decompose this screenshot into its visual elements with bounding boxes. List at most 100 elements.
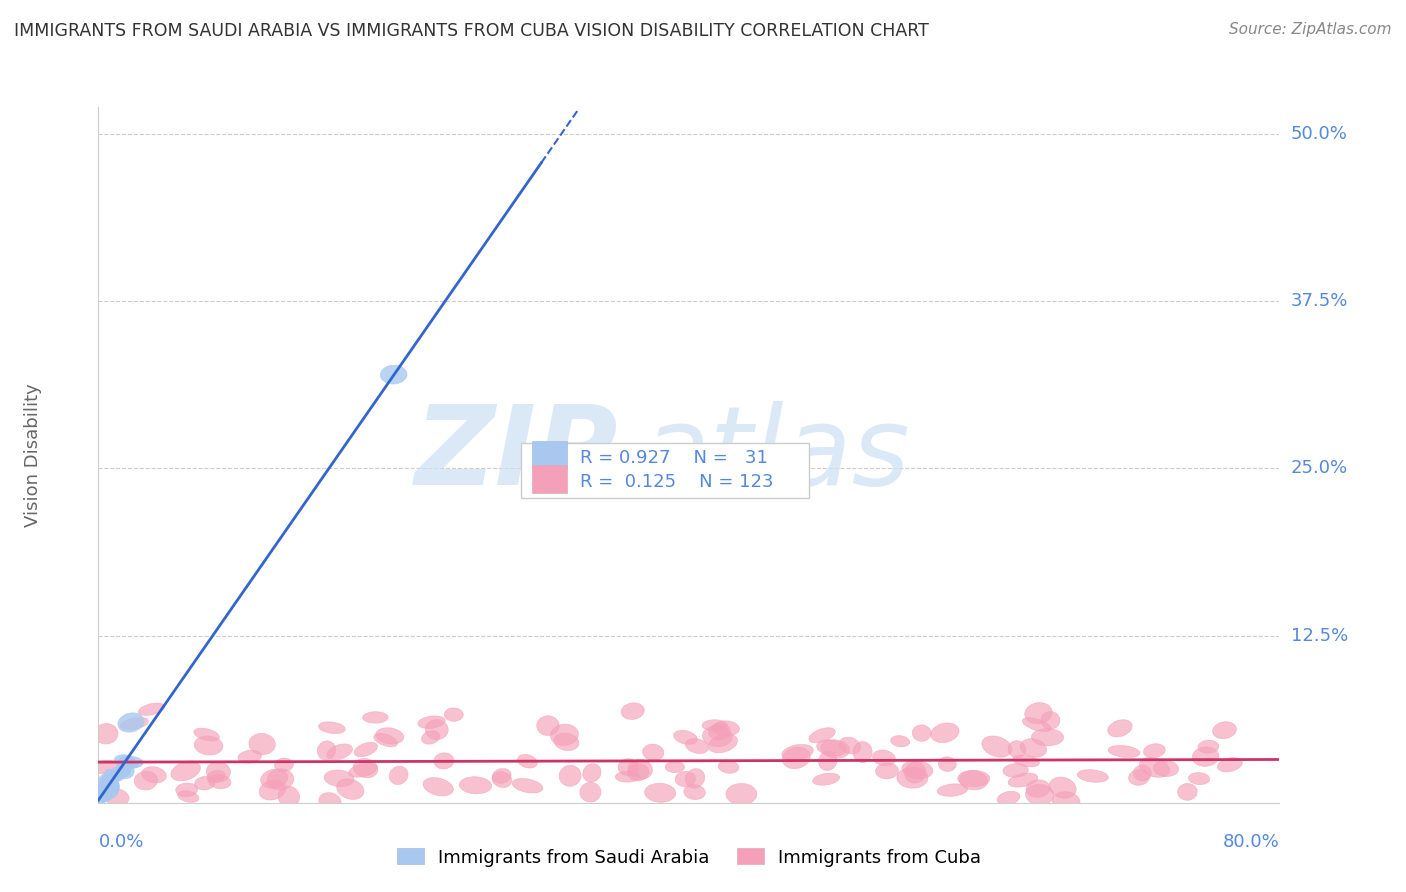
Ellipse shape: [537, 715, 560, 736]
Ellipse shape: [104, 779, 120, 792]
Ellipse shape: [319, 722, 346, 733]
Ellipse shape: [931, 723, 959, 743]
Ellipse shape: [326, 744, 353, 760]
Ellipse shape: [176, 783, 198, 797]
Ellipse shape: [619, 759, 638, 775]
Text: R =  0.125    N = 123: R = 0.125 N = 123: [581, 473, 773, 491]
Ellipse shape: [1025, 703, 1052, 723]
Ellipse shape: [278, 786, 299, 807]
Ellipse shape: [1218, 757, 1243, 772]
Ellipse shape: [89, 794, 111, 804]
Ellipse shape: [813, 773, 839, 785]
Ellipse shape: [1139, 757, 1170, 777]
Ellipse shape: [100, 785, 114, 797]
Ellipse shape: [1049, 777, 1076, 798]
Ellipse shape: [817, 739, 846, 756]
Ellipse shape: [108, 772, 121, 782]
Ellipse shape: [375, 728, 404, 744]
Ellipse shape: [1032, 729, 1063, 746]
Ellipse shape: [1002, 764, 1028, 777]
Ellipse shape: [274, 758, 294, 772]
Ellipse shape: [725, 783, 756, 805]
Ellipse shape: [117, 765, 131, 777]
Text: atlas: atlas: [641, 401, 910, 508]
Ellipse shape: [121, 756, 143, 768]
Ellipse shape: [98, 783, 120, 793]
Ellipse shape: [96, 785, 108, 797]
Ellipse shape: [665, 762, 685, 772]
Ellipse shape: [517, 755, 537, 768]
Ellipse shape: [1188, 772, 1209, 785]
Ellipse shape: [118, 713, 143, 732]
Ellipse shape: [703, 726, 733, 747]
Ellipse shape: [643, 744, 664, 761]
Ellipse shape: [782, 747, 810, 769]
Ellipse shape: [319, 793, 342, 810]
Ellipse shape: [1008, 740, 1026, 758]
Ellipse shape: [897, 767, 928, 789]
Ellipse shape: [683, 785, 706, 799]
Ellipse shape: [238, 750, 262, 763]
Ellipse shape: [117, 763, 134, 779]
Ellipse shape: [101, 776, 114, 789]
Ellipse shape: [890, 736, 910, 747]
Ellipse shape: [981, 736, 1012, 757]
Ellipse shape: [114, 755, 135, 766]
Ellipse shape: [425, 720, 449, 739]
Ellipse shape: [912, 725, 931, 741]
Ellipse shape: [582, 764, 602, 782]
Ellipse shape: [644, 783, 676, 802]
Ellipse shape: [100, 775, 114, 784]
Ellipse shape: [90, 788, 110, 799]
Ellipse shape: [336, 779, 364, 799]
Ellipse shape: [389, 766, 408, 785]
Ellipse shape: [98, 774, 118, 789]
Ellipse shape: [959, 771, 987, 790]
Ellipse shape: [718, 760, 740, 773]
Ellipse shape: [194, 728, 219, 741]
Ellipse shape: [904, 762, 925, 783]
Ellipse shape: [91, 785, 114, 800]
Ellipse shape: [98, 783, 112, 795]
Ellipse shape: [94, 792, 112, 801]
Text: 50.0%: 50.0%: [1291, 125, 1347, 143]
Ellipse shape: [108, 772, 124, 781]
Ellipse shape: [422, 731, 440, 744]
Text: 80.0%: 80.0%: [1223, 833, 1279, 851]
Ellipse shape: [325, 770, 354, 787]
Ellipse shape: [997, 791, 1019, 805]
Ellipse shape: [1212, 722, 1236, 739]
Text: Source: ZipAtlas.com: Source: ZipAtlas.com: [1229, 22, 1392, 37]
Ellipse shape: [104, 769, 115, 785]
Ellipse shape: [1143, 744, 1166, 758]
Ellipse shape: [492, 769, 512, 783]
Ellipse shape: [138, 703, 165, 715]
Ellipse shape: [353, 758, 378, 778]
Ellipse shape: [90, 760, 121, 774]
Ellipse shape: [938, 784, 967, 797]
Ellipse shape: [782, 745, 813, 760]
FancyBboxPatch shape: [531, 442, 567, 469]
Ellipse shape: [938, 756, 956, 772]
Ellipse shape: [207, 762, 231, 782]
Ellipse shape: [1008, 773, 1038, 787]
Ellipse shape: [579, 782, 600, 802]
Ellipse shape: [616, 772, 640, 782]
Ellipse shape: [354, 742, 378, 756]
Ellipse shape: [434, 753, 454, 769]
Ellipse shape: [713, 721, 740, 736]
Ellipse shape: [374, 733, 398, 747]
Ellipse shape: [876, 763, 898, 779]
Ellipse shape: [418, 716, 446, 729]
Ellipse shape: [97, 786, 111, 800]
Ellipse shape: [1040, 712, 1060, 729]
Ellipse shape: [142, 766, 166, 783]
Ellipse shape: [363, 712, 388, 723]
Ellipse shape: [118, 756, 135, 767]
Ellipse shape: [550, 724, 578, 746]
Ellipse shape: [1178, 783, 1198, 800]
Ellipse shape: [97, 780, 120, 796]
Ellipse shape: [1129, 770, 1150, 785]
Ellipse shape: [627, 764, 648, 780]
Text: 25.0%: 25.0%: [1291, 459, 1348, 477]
